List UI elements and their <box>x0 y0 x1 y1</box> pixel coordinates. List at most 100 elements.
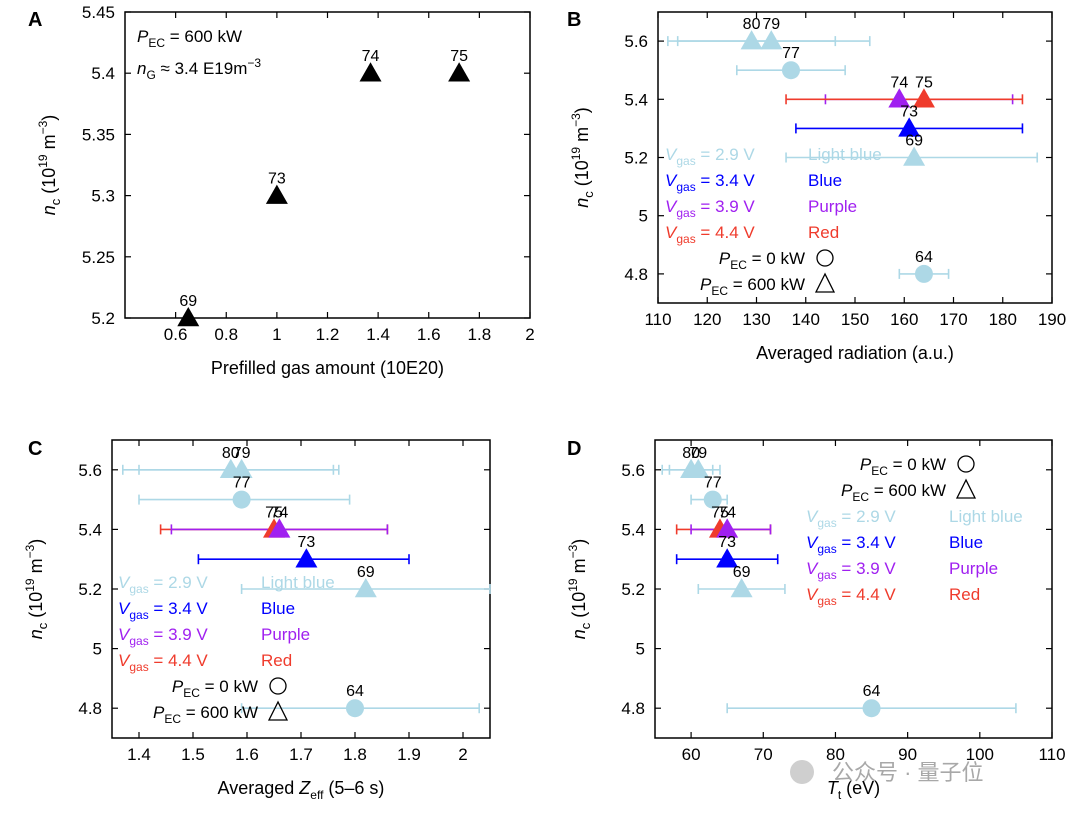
legend-color-name: Blue <box>949 533 983 552</box>
legend-marker-text: PEC = 600 kW <box>153 703 258 726</box>
legend-color-name: Purple <box>808 197 857 216</box>
data-label: 80 <box>222 445 240 462</box>
annotation-ng: nG ≈ 3.4 E19m−3 <box>137 56 261 82</box>
data-point-triangle <box>903 146 926 166</box>
data-point-triangle <box>359 62 382 82</box>
wechat-icon <box>790 760 814 784</box>
legend-vgas-text: Vgas = 3.9 V <box>806 559 896 582</box>
data-label: 64 <box>346 683 364 700</box>
data-label: 80 <box>743 16 761 33</box>
x-tick-label: 1.8 <box>343 745 367 764</box>
x-tick-label: 110 <box>644 310 671 329</box>
x-tick-label: 1 <box>272 325 281 344</box>
legend-triangle-icon <box>814 272 836 293</box>
data-label: 75 <box>711 504 729 521</box>
data-label: 74 <box>362 48 380 65</box>
data-label: 80 <box>682 445 700 462</box>
y-tick-label: 5 <box>93 640 102 659</box>
x-axis-label: Averaged Zeff (5–6 s) <box>218 778 385 802</box>
legend-color-name: Light blue <box>261 573 335 592</box>
data-point-triangle <box>898 117 921 137</box>
legend-color-name: Red <box>808 223 839 242</box>
x-tick-label: 1.2 <box>316 325 340 344</box>
y-axis-label: nc (1019 m−3) <box>36 115 63 216</box>
y-axis-label: nc (1019 m−3) <box>569 107 596 208</box>
y-axis-label: nc (1019 m−3) <box>566 539 593 640</box>
data-point-triangle <box>177 307 200 327</box>
watermark-text: 公众号 · 量子位 <box>832 760 984 785</box>
legend-vgas-text: Vgas = 3.9 V <box>118 625 208 648</box>
legend-marker-text: PEC = 600 kW <box>841 481 946 504</box>
y-axis-label: nc (1019 m−3) <box>23 539 50 640</box>
data-label: 77 <box>782 45 800 62</box>
data-label: 69 <box>179 293 197 310</box>
x-tick-label: 90 <box>898 745 917 764</box>
legend-vgas-text: Vgas = 2.9 V <box>118 573 208 596</box>
y-tick-label: 4.8 <box>624 265 648 284</box>
data-label: 79 <box>689 445 707 462</box>
data-label: 79 <box>762 16 780 33</box>
data-label: 75 <box>265 504 283 521</box>
y-tick-label: 5.35 <box>82 125 115 144</box>
data-label: 73 <box>900 103 918 120</box>
data-point-triangle <box>888 88 911 108</box>
panel-letter: A <box>28 9 42 31</box>
x-tick-label: 2 <box>458 745 467 764</box>
data-label: 75 <box>450 48 468 65</box>
x-tick-label: 140 <box>792 310 820 329</box>
y-tick-label: 4.8 <box>78 699 102 718</box>
x-axis-label: Tt (eV) <box>827 778 880 802</box>
x-tick-label: 170 <box>939 310 967 329</box>
legend-vgas-text: Vgas = 2.9 V <box>665 145 755 168</box>
y-tick-label: 5.2 <box>621 580 645 599</box>
y-tick-label: 4.8 <box>621 699 645 718</box>
data-point-triangle <box>740 30 763 50</box>
y-tick-label: 5.3 <box>91 187 115 206</box>
data-point-triangle <box>268 518 291 538</box>
x-tick-label: 130 <box>742 310 770 329</box>
legend-color-name: Light blue <box>808 145 882 164</box>
panel-letter: C <box>28 438 42 460</box>
legend-vgas-text: Vgas = 3.4 V <box>118 599 208 622</box>
data-point-triangle <box>354 578 377 598</box>
data-point-circle <box>862 699 881 718</box>
legend-vgas-text: Vgas = 4.4 V <box>665 223 755 246</box>
data-label: 73 <box>298 534 316 551</box>
x-tick-label: 60 <box>682 745 701 764</box>
data-label: 69 <box>357 564 375 581</box>
x-tick-label: 160 <box>890 310 918 329</box>
data-point-triangle <box>230 458 253 479</box>
panel-letter: D <box>567 438 581 460</box>
x-tick-label: 1.6 <box>235 745 259 764</box>
data-point-triangle <box>912 88 935 108</box>
y-tick-label: 5.2 <box>624 149 648 168</box>
panel-a: A 0.6 0.8 1 1.2 1.4 1.6 1.8 2 5.2 5.25 5.3 5.35 5.4 5.… <box>28 3 535 378</box>
data-label: 75 <box>915 74 933 91</box>
legend-color-name: Red <box>261 651 292 670</box>
x-tick-label: 120 <box>693 310 721 329</box>
legend-marker-text: PEC = 600 kW <box>700 275 805 298</box>
x-tick-label: 100 <box>966 745 994 764</box>
data-point-circle <box>346 699 364 718</box>
data-label: 73 <box>268 171 286 188</box>
data-point-circle <box>703 490 722 509</box>
legend-vgas-text: Vgas = 3.4 V <box>806 533 896 556</box>
x-tick-label: 1.5 <box>181 745 205 764</box>
x-tick-label: 180 <box>989 310 1017 329</box>
legend-color-name: Red <box>949 585 980 604</box>
legend-triangle-icon <box>267 700 289 721</box>
data-point-circle <box>914 264 933 283</box>
y-tick-label: 5.6 <box>621 461 645 480</box>
panel-b: B 110 120 130 140 150 160 170 180 190 4.8 5 5.2 5.4 5.… <box>567 9 1066 363</box>
data-point-triangle <box>716 518 739 538</box>
legend-triangle-icon <box>955 478 977 499</box>
x-tick-label: 80 <box>826 745 845 764</box>
legend-marker-text: PEC = 0 kW <box>719 249 805 272</box>
y-tick-label: 5.2 <box>91 309 115 328</box>
legend-marker-text: PEC = 0 kW <box>172 677 258 700</box>
x-tick-label: 1.4 <box>366 325 390 344</box>
data-point-triangle <box>295 548 318 568</box>
legend-color-name: Light blue <box>949 507 1023 526</box>
data-label: 69 <box>733 564 751 581</box>
